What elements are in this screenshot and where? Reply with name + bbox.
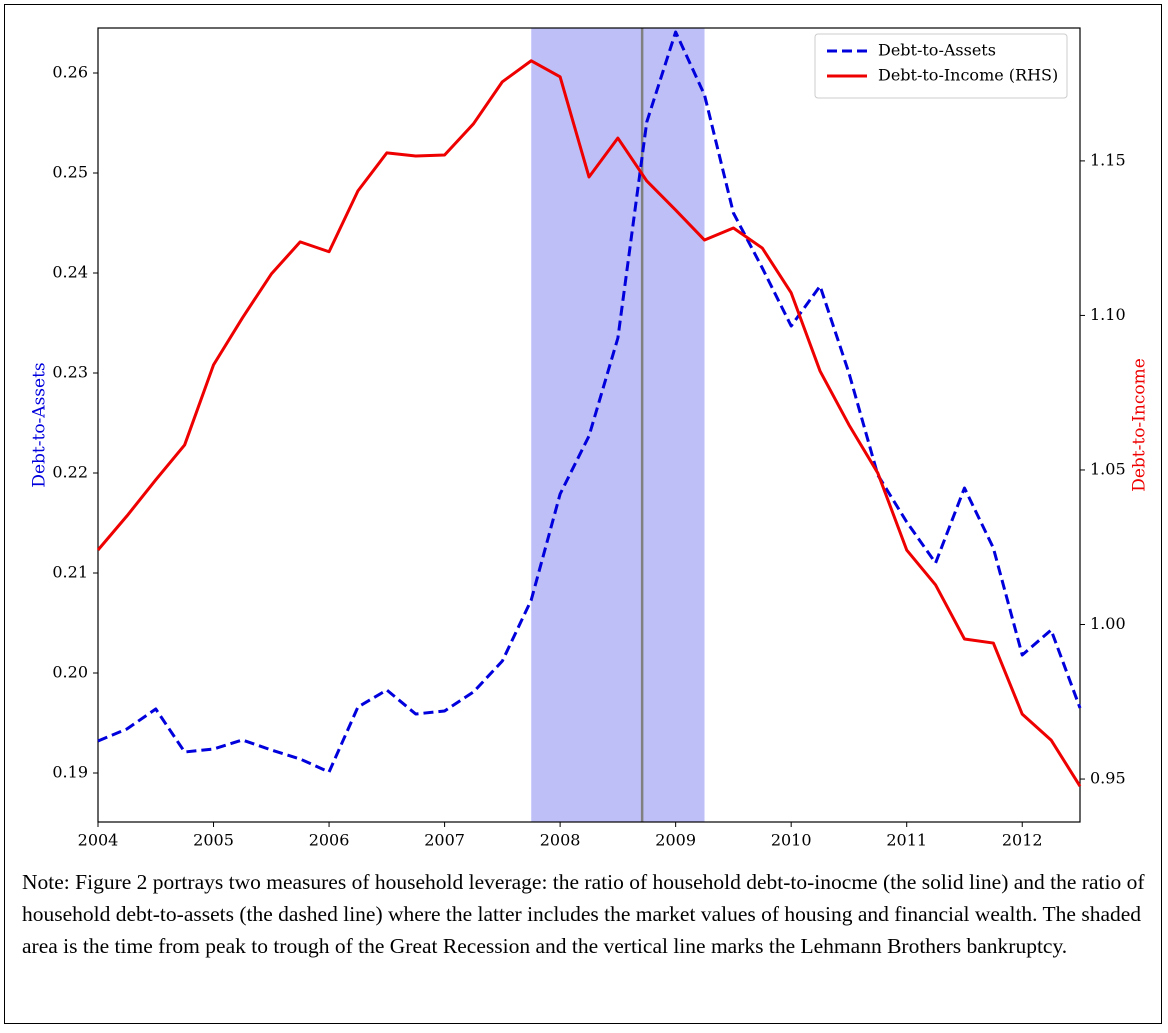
x-tick-label: 2007 [424,831,465,850]
y-tick-label: 0.24 [52,263,88,282]
x-tick-label: 2011 [886,831,927,850]
y-tick-label: 0.26 [52,63,88,82]
y2-tick-label: 1.10 [1090,305,1126,324]
legend-box [814,33,1068,99]
chart: Debt-to-Assets Debt-to-Income 2004 2005 20… [30,27,1150,850]
y-axis-label: Debt-to-Assets [30,362,50,487]
y2-axis-label: Debt-to-Income [1130,358,1150,492]
x-tick-label: 2008 [540,831,581,850]
x-tick-label: 2010 [771,831,812,850]
y2-tick-label: 0.95 [1090,769,1126,788]
y-tick-label: 0.23 [52,363,88,382]
y-tick-label: 0.25 [52,163,88,182]
x-tick-label: 2009 [655,831,696,850]
y-tick-label: 0.21 [52,563,88,582]
x-tick-label: 2006 [309,831,350,850]
y-tick-label: 0.22 [52,463,88,482]
note: Note: Figure 2 portrays two measures of … [22,870,1145,958]
y-tick-label: 0.20 [52,663,88,682]
x-tick-label: 2005 [193,831,234,850]
y2-tick-label: 1.05 [1090,459,1126,478]
y2-tick-label: 1.00 [1090,614,1126,633]
series-line [96,59,1082,787]
x-tick-label: 2004 [78,831,119,850]
x-tick-label: 2012 [1002,831,1043,850]
plot-frame [97,27,1081,823]
series-line [97,30,1082,774]
legend-label: Debt-to-Income (RHS) [878,66,1058,85]
y-tick-label: 0.19 [52,763,88,782]
shaded-region [531,28,705,822]
y2-tick-label: 1.15 [1090,150,1126,169]
figure-frame [4,4,1162,1024]
legend-label: Debt-to-Assets [878,41,996,60]
